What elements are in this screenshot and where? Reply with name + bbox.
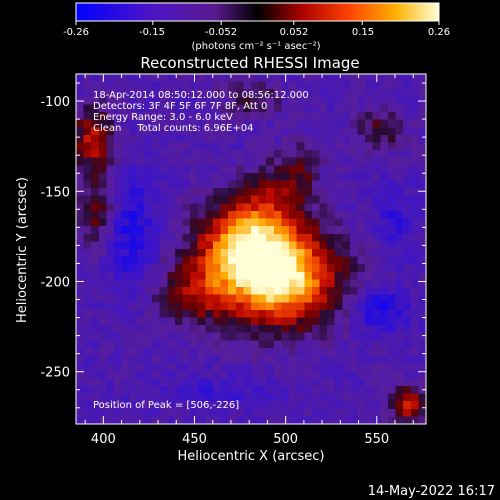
x-tick-label: 450 <box>182 432 207 447</box>
x-tick-label: 550 <box>364 432 389 447</box>
axis-ticks <box>76 74 426 424</box>
chart-title: Reconstructed RHESSI Image <box>140 54 359 72</box>
colorbar-tick-label: 0.26 <box>428 27 450 38</box>
colorbar-tick-label: -0.15 <box>139 27 165 38</box>
colorbar-ticks <box>75 21 440 25</box>
y-tick-label: -150 <box>40 185 70 200</box>
y-tick-label: -100 <box>40 95 70 110</box>
plot-frame <box>75 73 427 425</box>
peak-position-label: Position of Peak = [506,-226] <box>93 400 239 411</box>
colorbar-tick-label: -0.26 <box>63 27 89 38</box>
colorbar-tick-label: -0.052 <box>205 27 237 38</box>
annotation-counts: Clean Total counts: 6.96E+04 <box>93 123 253 134</box>
timestamp: 14-May-2022 16:17 <box>368 484 495 499</box>
y-axis-label: Heliocentric Y (arcsec) <box>15 177 30 323</box>
colorbar-tick-label: 0.052 <box>280 27 309 38</box>
y-tick-label: -200 <box>40 275 70 290</box>
y-tick-label: -250 <box>40 366 70 381</box>
annotation-detectors: Detectors: 3F 4F 5F 6F 7F 8F, Att 0 <box>93 101 267 112</box>
colorbar <box>75 2 440 22</box>
colorbar-tick-label: 0.15 <box>352 27 374 38</box>
x-axis-label: Heliocentric X (arcsec) <box>178 449 325 464</box>
colorbar-units: (photons cm⁻² s⁻¹ asec⁻²) <box>191 41 320 52</box>
annotation-energy: Energy Range: 3.0 - 6.0 keV <box>93 112 233 123</box>
x-tick-label: 500 <box>273 432 298 447</box>
x-tick-label: 400 <box>91 432 116 447</box>
heatmap-image <box>76 74 426 424</box>
annotation-time: 18-Apr-2014 08:50:12.000 to 08:56:12.000 <box>93 90 309 101</box>
